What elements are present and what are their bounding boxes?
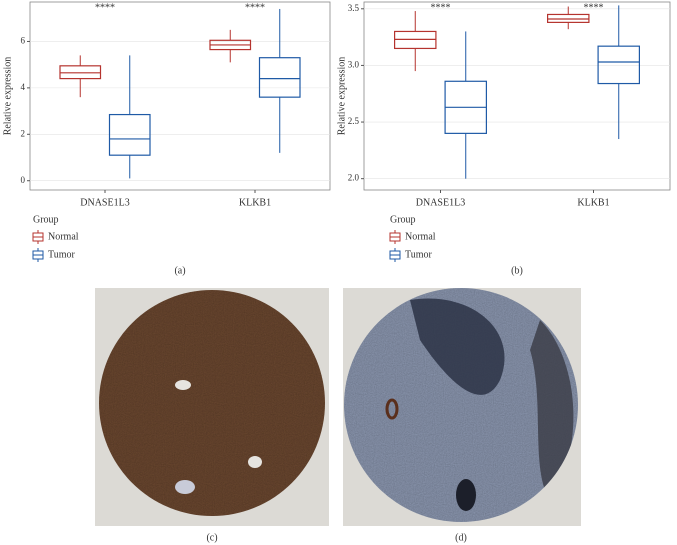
significance-label: **** (245, 2, 265, 13)
legend-label: Tumor (48, 249, 76, 260)
y-tick-label: 4 (21, 82, 26, 92)
legend-label: Tumor (405, 249, 433, 260)
plot-frame (29, 1, 331, 191)
y-tick-label: 2 (21, 128, 26, 138)
panel-label: (d) (455, 532, 467, 543)
y-tick-label: 6 (21, 36, 26, 46)
legend-label: Normal (48, 231, 79, 242)
significance-label: **** (584, 2, 604, 13)
y-tick-label: 3.0 (348, 59, 360, 69)
x-tick-label: KLKB1 (239, 197, 271, 208)
panel-label: (c) (206, 532, 217, 543)
panel-label: (a) (174, 265, 185, 276)
y-axis-label: Relative expression (2, 57, 13, 136)
tissue-c (99, 290, 325, 516)
significance-label: **** (431, 2, 451, 13)
y-tick-label: 2.5 (348, 116, 360, 126)
y-tick-label: 3.5 (348, 3, 360, 13)
legend-label: Normal (405, 231, 436, 242)
box (597, 45, 641, 85)
tissue-d (344, 288, 578, 522)
box (108, 113, 151, 156)
x-tick-label: DNASE1L3 (416, 197, 465, 208)
y-tick-label: 0 (21, 175, 26, 185)
legend-title: Group (33, 214, 59, 225)
significance-label: **** (95, 2, 115, 13)
legend-title: Group (390, 214, 416, 225)
x-tick-label: DNASE1L3 (80, 197, 129, 208)
box (258, 57, 301, 98)
y-tick-label: 2.0 (348, 173, 360, 183)
x-tick-label: KLKB1 (577, 197, 609, 208)
plot-frame (363, 1, 671, 191)
panel-label: (b) (511, 265, 523, 276)
y-axis-label: Relative expression (336, 57, 347, 136)
